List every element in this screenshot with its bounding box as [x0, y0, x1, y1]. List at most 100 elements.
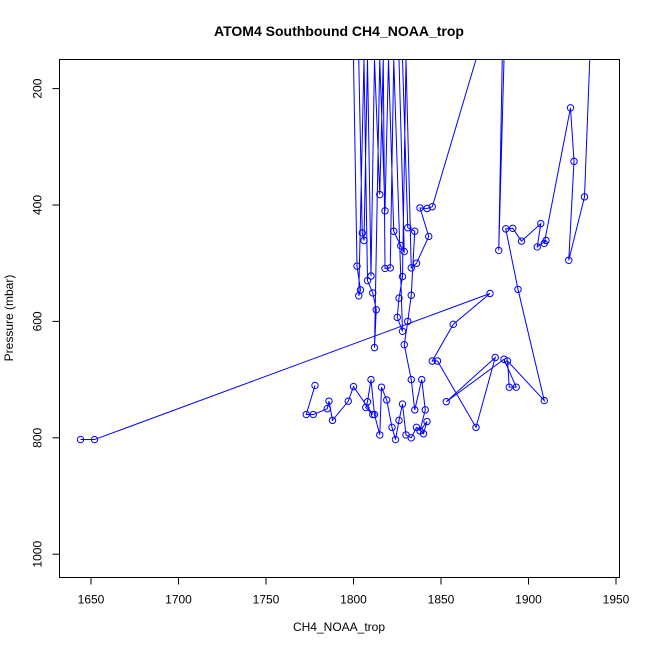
data-point — [509, 224, 517, 232]
data-point — [353, 262, 361, 270]
x-tick-label: 1750 — [253, 593, 280, 607]
data-point — [421, 406, 429, 414]
data-point — [355, 292, 363, 300]
data-point — [402, 431, 410, 439]
data-point — [395, 294, 403, 302]
x-axis: 1650 1700 1750 1800 1850 1900 1950 — [78, 577, 630, 607]
data-point — [486, 289, 494, 298]
data-point — [566, 104, 575, 112]
data-point — [580, 193, 589, 201]
data-point — [398, 400, 407, 408]
data-point — [397, 242, 405, 250]
data-point — [398, 327, 407, 336]
data-point — [495, 246, 503, 255]
data-point — [369, 289, 377, 297]
plot-frame — [59, 59, 620, 578]
y-tick-label: 600 — [31, 311, 45, 331]
data-point — [428, 357, 436, 365]
y-tick-label: 800 — [31, 427, 45, 447]
data-point — [360, 236, 368, 245]
x-tick-label: 1650 — [78, 593, 105, 607]
data-point — [386, 264, 394, 272]
data-point — [407, 375, 415, 384]
data-point — [362, 403, 370, 412]
data-point — [433, 357, 442, 365]
data-point — [325, 397, 333, 405]
data-point — [407, 264, 415, 272]
chart-title: ATOM4 Southbound CH4_NOAA_trop — [214, 23, 464, 39]
data-point — [90, 435, 99, 444]
x-tick-label: 1700 — [165, 593, 192, 607]
data-point — [377, 383, 386, 391]
x-tick-label: 1850 — [428, 593, 455, 607]
data-point — [328, 416, 337, 425]
data-point — [358, 229, 366, 237]
data-point — [517, 237, 526, 245]
data-point — [540, 239, 548, 248]
data-point — [376, 190, 384, 199]
y-axis-label: Pressure (mbar) — [2, 275, 16, 362]
data-point — [412, 423, 421, 432]
data-point — [502, 225, 510, 233]
y-tick-label: 400 — [31, 195, 45, 215]
data-point — [404, 317, 412, 326]
data-point — [505, 383, 513, 391]
data-point — [514, 285, 522, 294]
data-point — [309, 410, 317, 419]
data-point — [367, 272, 375, 280]
data-point — [411, 406, 419, 414]
data-point — [419, 430, 428, 438]
data-point — [383, 396, 391, 404]
data-point — [570, 157, 578, 166]
data-point — [344, 397, 352, 405]
data-point — [363, 276, 372, 285]
data-point — [412, 259, 421, 267]
data-point — [565, 256, 573, 264]
y-tick-label: 1000 — [31, 541, 45, 568]
y-tick-label: 200 — [31, 78, 45, 98]
data-point — [395, 416, 403, 425]
data-point — [311, 381, 319, 390]
data-point — [449, 320, 457, 329]
x-tick-label: 1950 — [603, 593, 630, 607]
data-point — [400, 340, 408, 349]
data-point — [369, 410, 377, 419]
data-point — [442, 398, 450, 406]
data-point — [76, 435, 85, 444]
data-point — [388, 423, 396, 432]
data-point — [391, 435, 400, 444]
x-tick-label: 1800 — [340, 593, 367, 607]
data-point — [404, 224, 412, 232]
data-point — [418, 375, 426, 384]
data-point — [370, 343, 379, 352]
plot-area — [76, 59, 591, 444]
data-point — [491, 353, 499, 362]
data-point — [472, 423, 480, 432]
data-point — [393, 313, 401, 322]
data-point — [323, 405, 331, 413]
data-point — [537, 219, 545, 228]
data-point — [416, 204, 424, 212]
x-axis-label: CH4_NOAA_trop — [293, 620, 385, 634]
series-line — [80, 59, 591, 441]
data-point — [372, 306, 380, 314]
data-point — [376, 431, 384, 439]
data-point — [503, 357, 512, 365]
data-point — [500, 355, 508, 363]
data-point — [533, 243, 541, 251]
data-point — [411, 227, 419, 235]
data-point — [540, 396, 548, 405]
data-point — [367, 375, 375, 384]
data-point — [407, 291, 415, 299]
data-point — [390, 227, 398, 235]
data-point — [398, 272, 407, 281]
data-point — [512, 383, 520, 391]
data-point — [423, 204, 431, 213]
data-point — [423, 417, 431, 426]
x-tick-label: 1900 — [515, 593, 542, 607]
data-point — [428, 203, 436, 211]
data-point — [381, 207, 389, 215]
data-point — [349, 382, 358, 391]
